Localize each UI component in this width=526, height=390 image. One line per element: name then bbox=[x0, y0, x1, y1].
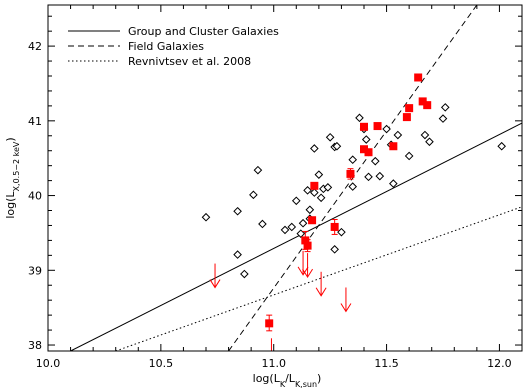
diamond-point bbox=[393, 130, 403, 140]
diamond-point bbox=[291, 196, 301, 206]
diamond-point bbox=[440, 103, 450, 112]
red-square-point bbox=[360, 145, 368, 154]
diamond-point bbox=[332, 141, 342, 151]
red-square-point bbox=[402, 113, 411, 122]
diamond-point bbox=[497, 141, 506, 151]
diamond-point bbox=[438, 114, 448, 123]
diamond-point bbox=[355, 113, 364, 123]
red-square-point bbox=[346, 169, 355, 178]
legend-label: Field Galaxies bbox=[128, 40, 204, 53]
diamond-point bbox=[348, 155, 358, 164]
fit-line-dotted bbox=[115, 206, 522, 351]
diamond-point bbox=[420, 130, 430, 140]
red-square-point bbox=[364, 148, 373, 157]
diamond-point bbox=[240, 269, 249, 279]
red-square-point bbox=[360, 122, 368, 131]
diamond-point bbox=[323, 183, 333, 192]
upper-limit-arrowhead bbox=[340, 303, 352, 313]
red-square-point bbox=[373, 122, 382, 131]
diamond-point bbox=[314, 170, 324, 179]
x-tick-label: 10.0 bbox=[36, 357, 61, 370]
diamond-point bbox=[310, 144, 319, 153]
diamond-point bbox=[305, 205, 315, 215]
y-tick-label: 41 bbox=[28, 115, 42, 128]
diamond-point bbox=[370, 156, 380, 166]
diamond-point bbox=[298, 218, 308, 228]
fit-line-solid bbox=[70, 122, 522, 351]
fit-line-dashed bbox=[228, 5, 478, 351]
diamond-point bbox=[361, 135, 371, 144]
upper-limit-arrowhead bbox=[297, 266, 309, 276]
y-tick-label: 39 bbox=[28, 264, 42, 277]
red-square-point bbox=[414, 73, 423, 82]
x-axis-title: log(LK/LK,sun) bbox=[253, 372, 322, 389]
diamond-point bbox=[404, 151, 414, 161]
diamond-point bbox=[280, 225, 290, 235]
diamond-point bbox=[310, 188, 319, 197]
diamond-point bbox=[330, 245, 339, 254]
diamond-point bbox=[253, 165, 263, 175]
diamond-point bbox=[337, 227, 346, 237]
red-square-point bbox=[423, 101, 432, 110]
diamond-point bbox=[249, 190, 258, 200]
red-square-point bbox=[405, 104, 414, 113]
data-points bbox=[201, 73, 506, 351]
red-square-point bbox=[330, 222, 339, 231]
y-tick-label: 40 bbox=[28, 190, 42, 203]
red-square-point bbox=[308, 216, 317, 225]
y-axis-title: log(LX,0.5−2 keV) bbox=[4, 137, 21, 218]
diamond-point bbox=[303, 186, 312, 195]
legend-label: Revnivtsev et al. 2008 bbox=[128, 55, 251, 68]
diamond-point bbox=[375, 171, 385, 181]
red-square-point bbox=[418, 97, 427, 106]
diamond-point bbox=[389, 179, 398, 188]
legend-label: Group and Cluster Galaxies bbox=[128, 25, 279, 38]
red-square-point bbox=[389, 142, 398, 151]
axis-ticks: 10.0 10.5 11.0 11.5 12.0 38 39 40 41 42 bbox=[28, 5, 523, 370]
x-tick-label: 11.0 bbox=[261, 357, 286, 370]
x-tick-label: 10.5 bbox=[149, 357, 174, 370]
diamond-point bbox=[364, 172, 373, 182]
fit-lines bbox=[70, 5, 522, 351]
upper-limit-arrowhead bbox=[302, 268, 313, 279]
x-tick-label: 11.5 bbox=[374, 357, 399, 370]
upper-limit-arrowhead bbox=[315, 287, 327, 297]
diamond-point bbox=[201, 212, 211, 222]
x-tick-label: 12.0 bbox=[487, 357, 512, 370]
diamond-point bbox=[233, 206, 242, 216]
red-square-point bbox=[303, 241, 312, 250]
diamond-point bbox=[348, 182, 358, 191]
red-square-point bbox=[301, 236, 310, 245]
diamond-point bbox=[325, 132, 335, 142]
red-square-point bbox=[265, 319, 274, 328]
diamond-point bbox=[316, 193, 326, 203]
diamond-point bbox=[287, 222, 297, 232]
diamond-point bbox=[296, 229, 306, 238]
y-tick-label: 42 bbox=[28, 40, 42, 53]
upper-limit-arrowhead bbox=[209, 279, 221, 289]
plot-frame bbox=[47, 4, 523, 352]
diamond-point bbox=[382, 124, 391, 134]
y-tick-label: 38 bbox=[28, 339, 42, 352]
diamond-point bbox=[258, 219, 267, 229]
red-square-point bbox=[310, 181, 319, 190]
diamond-point bbox=[233, 250, 242, 259]
diamond-point bbox=[425, 137, 434, 147]
legend: Group and Cluster Galaxies Field Galaxies… bbox=[68, 25, 279, 68]
